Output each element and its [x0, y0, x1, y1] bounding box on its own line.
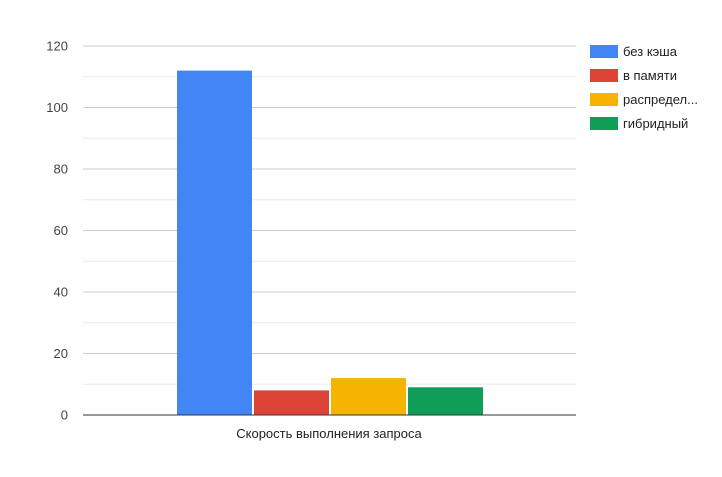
- legend-label-1: без кэша: [623, 44, 678, 59]
- bar-3: [331, 378, 406, 415]
- y-tick-label: 100: [46, 100, 68, 115]
- legend-swatch-2: [590, 69, 618, 82]
- legend: без кэша в памяти распредел... гибридный: [590, 44, 698, 131]
- bar-2: [254, 390, 329, 415]
- y-axis-ticks: 0 20 40 60 80 100 120: [46, 39, 68, 423]
- bar-4: [408, 387, 483, 415]
- grid-layer: [83, 45, 576, 385]
- legend-swatch-3: [590, 93, 618, 106]
- legend-label-4: гибридный: [623, 116, 688, 131]
- legend-swatch-1: [590, 45, 618, 58]
- y-tick-label: 40: [54, 285, 68, 300]
- legend-label-2: в памяти: [623, 68, 677, 83]
- legend-swatch-4: [590, 117, 618, 130]
- bar-1: [177, 70, 252, 415]
- y-tick-label: 60: [54, 223, 68, 238]
- y-tick-label: 20: [54, 346, 68, 361]
- x-category-label: Скорость выполнения запроса: [236, 426, 422, 441]
- y-tick-label: 0: [61, 408, 68, 423]
- x-axis-categories: Скорость выполнения запроса: [236, 426, 422, 441]
- legend-label-3: распредел...: [623, 92, 698, 107]
- bars-layer: [177, 70, 483, 415]
- y-tick-label: 120: [46, 39, 68, 54]
- y-tick-label: 80: [54, 162, 68, 177]
